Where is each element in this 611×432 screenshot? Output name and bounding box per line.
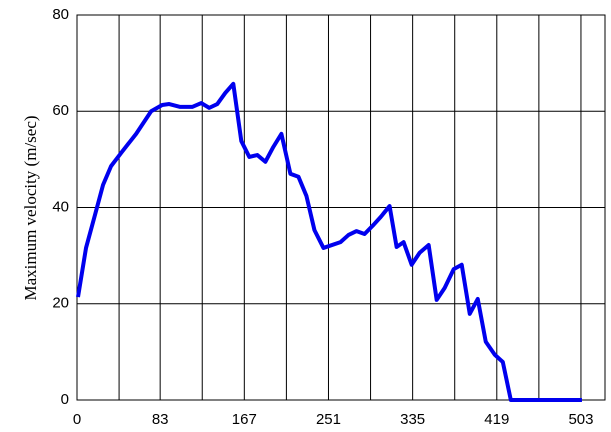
x-tick-label: 335 — [400, 411, 425, 428]
y-tick-label: 0 — [61, 391, 69, 408]
y-axis-label: Maximum velocity (m/sec) — [21, 115, 40, 300]
y-tick-label: 60 — [52, 102, 69, 119]
x-tick-label: 251 — [316, 411, 341, 428]
x-tick-label: 503 — [568, 411, 593, 428]
plot-frame — [76, 14, 606, 401]
x-tick-label: 0 — [73, 411, 81, 428]
y-tick-label: 80 — [52, 6, 69, 23]
y-tick-label: 40 — [52, 198, 69, 215]
x-tick-label: 419 — [484, 411, 509, 428]
x-tick-label: 83 — [152, 411, 169, 428]
x-tick-label: 167 — [232, 411, 257, 428]
y-tick-label: 20 — [52, 295, 69, 312]
line — [76, 81, 582, 402]
